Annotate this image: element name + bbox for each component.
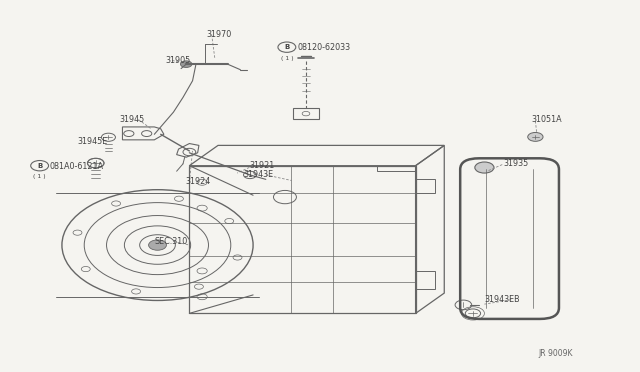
Text: 31051A: 31051A bbox=[532, 115, 562, 124]
Text: 31970: 31970 bbox=[207, 30, 232, 39]
Circle shape bbox=[475, 162, 494, 173]
Text: ( 1 ): ( 1 ) bbox=[33, 173, 46, 179]
Circle shape bbox=[148, 240, 166, 250]
Text: 31905: 31905 bbox=[165, 55, 191, 65]
Text: B: B bbox=[37, 163, 42, 169]
Text: 31945E: 31945E bbox=[78, 137, 108, 146]
Text: 31945: 31945 bbox=[120, 115, 145, 124]
Text: 081A0-6121A: 081A0-6121A bbox=[50, 162, 104, 171]
Text: SEC.310: SEC.310 bbox=[155, 237, 188, 246]
Text: 31935: 31935 bbox=[504, 159, 529, 169]
Text: 31921: 31921 bbox=[250, 161, 275, 170]
Text: 31924: 31924 bbox=[186, 177, 211, 186]
Text: ( 1 ): ( 1 ) bbox=[280, 57, 293, 61]
Text: 08120-62033: 08120-62033 bbox=[297, 43, 350, 52]
Circle shape bbox=[528, 132, 543, 141]
Circle shape bbox=[180, 61, 192, 67]
Text: 31943EB: 31943EB bbox=[484, 295, 520, 304]
Text: 31943E: 31943E bbox=[244, 170, 274, 179]
Text: B: B bbox=[284, 44, 289, 50]
Text: JR 9009K: JR 9009K bbox=[539, 350, 573, 359]
